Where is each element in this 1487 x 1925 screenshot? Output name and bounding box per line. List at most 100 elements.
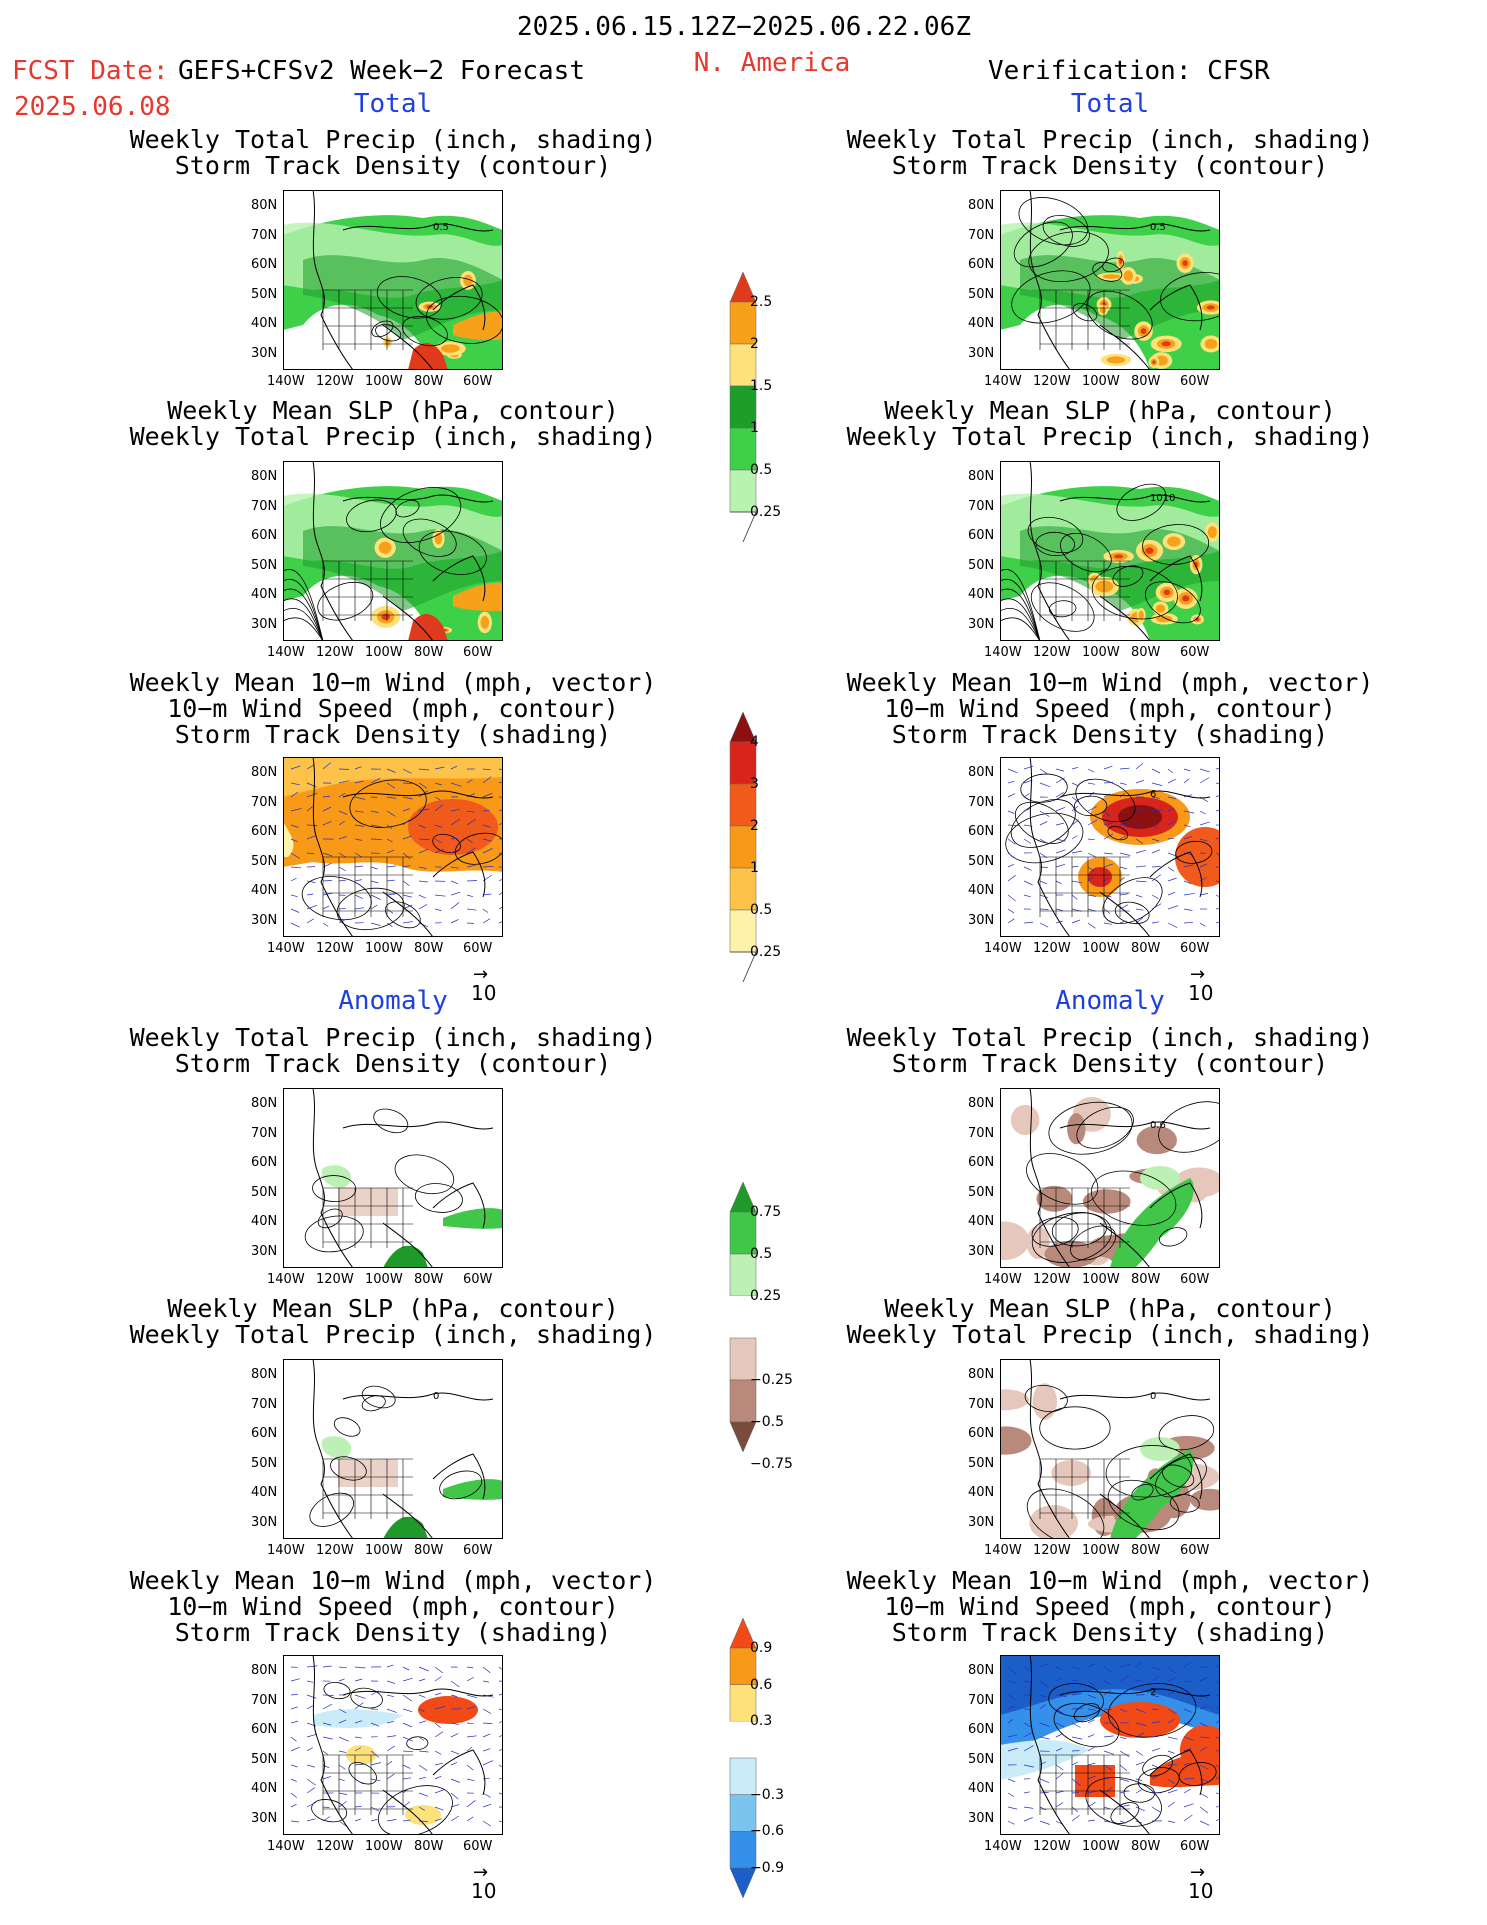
lat-tick-label: 80N	[968, 469, 995, 484]
lat-tick-label: 50N	[968, 557, 995, 573]
lon-tick-label: 140W	[267, 1839, 305, 1854]
lat-tick-label: 80N	[968, 1367, 995, 1382]
lat-tick-label: 70N	[968, 1692, 995, 1708]
lon-tick-label: 140W	[267, 374, 305, 389]
lon-tick-label: 120W	[316, 1839, 354, 1854]
lat-tick-label: 60N	[968, 824, 995, 839]
lat-tick-label: 70N	[251, 794, 278, 810]
map-vf-anom-wind: 2	[1000, 1655, 1220, 1835]
lon-tick-label: 100W	[365, 374, 403, 389]
lon-tick-label: 140W	[267, 645, 305, 660]
lon-tick-label: 60W	[463, 941, 493, 956]
lat-tick-label: 60N	[251, 824, 278, 839]
lat-tick-label: 30N	[251, 345, 278, 361]
lon-tick-label: 60W	[1180, 1543, 1210, 1558]
section-total-verification: Total	[1070, 89, 1150, 119]
lat-tick-label: 30N	[251, 616, 278, 632]
contour-label: 2	[1150, 1687, 1156, 1698]
lat-tick-label: 50N	[968, 1455, 995, 1471]
lat-tick-label: 80N	[968, 198, 995, 213]
colorbar-total_storm	[729, 712, 757, 982]
colorbar-label: 2.5	[750, 294, 773, 310]
panel-title-line: Weekly Total Precip (inch, shading)	[129, 125, 657, 154]
colorbar-label: −0.25	[750, 1372, 793, 1388]
lon-tick-label: 100W	[1082, 374, 1120, 389]
lat-tick-label: 30N	[968, 616, 995, 632]
lon-tick-label: 120W	[1033, 645, 1071, 660]
colorbar-label: −0.6	[750, 1823, 784, 1840]
contour-label: 0.5	[433, 222, 449, 233]
colorbar-label: 0.25	[750, 1288, 782, 1304]
lat-tick-label: 50N	[968, 1751, 995, 1767]
map-fc-total-wind	[283, 757, 503, 937]
lat-tick-label: 30N	[968, 912, 995, 928]
colorbar-swatch	[729, 1211, 757, 1255]
lat-tick-label: 40N	[968, 1214, 995, 1229]
panel-title-line: Weekly Total Precip (inch, shading)	[846, 125, 1374, 154]
map-vf-total-slp: 1010	[1000, 461, 1220, 641]
colorbar-anom_precip	[729, 1182, 757, 1452]
lon-tick-label: 100W	[1082, 1543, 1120, 1558]
lat-tick-label: 30N	[968, 345, 995, 361]
lat-tick-label: 30N	[968, 1243, 995, 1259]
lon-tick-label: 60W	[463, 1272, 493, 1287]
panel-title-line: Storm Track Density (shading)	[891, 720, 1329, 749]
panel-title-line: Weekly Mean SLP (hPa, contour)	[167, 396, 619, 425]
lat-tick-label: 40N	[968, 316, 995, 331]
lat-tick-label: 80N	[968, 1663, 995, 1678]
lat-tick-label: 30N	[968, 1810, 995, 1826]
lat-tick-label: 50N	[251, 1184, 278, 1200]
lat-tick-label: 60N	[251, 528, 278, 543]
colorbar-label: 0.3	[750, 1713, 773, 1730]
lat-tick-label: 80N	[968, 765, 995, 780]
lon-tick-label: 140W	[267, 941, 305, 956]
colorbar-swatch	[729, 909, 757, 953]
panel-title-line: Weekly Mean SLP (hPa, contour)	[884, 396, 1336, 425]
lat-tick-label: 80N	[251, 469, 278, 484]
colorbar-label: −0.9	[750, 1860, 784, 1876]
lon-tick-label: 120W	[316, 1272, 354, 1287]
colorbar-label: 0.5	[750, 1246, 773, 1262]
lon-tick-label: 140W	[984, 1839, 1022, 1854]
lat-tick-label: 40N	[251, 1781, 278, 1796]
fcst-date-label: FCST Date:	[12, 56, 169, 86]
colorbar-label: 1	[750, 860, 759, 876]
panel-title-line: Storm Track Density (shading)	[174, 720, 612, 749]
lon-tick-label: 60W	[1180, 374, 1210, 389]
lon-tick-label: 80W	[1131, 645, 1161, 660]
panel-title-line: Storm Track Density (shading)	[891, 1618, 1329, 1647]
contour-label: 0.6	[1150, 1120, 1166, 1131]
lat-tick-label: 70N	[968, 498, 995, 514]
panel-title-vf-anom-precip: Weekly Total Precip (inch, shading) Storm…	[847, 1025, 1374, 1077]
lat-tick-label: 60N	[968, 528, 995, 543]
lat-tick-label: 50N	[968, 1184, 995, 1200]
lon-tick-label: 140W	[984, 645, 1022, 660]
colorbar-label: 0.75	[750, 1204, 782, 1220]
lon-tick-label: 140W	[984, 1272, 1022, 1287]
lat-tick-label: 60N	[968, 1155, 995, 1170]
colorbar-swatch	[730, 1296, 756, 1338]
model-title: GEFS+CFSv2 Week−2 Forecast	[178, 56, 585, 86]
lat-tick-label: 70N	[968, 227, 995, 243]
panel-title-line: Weekly Mean 10−m Wind (mph, vector)	[129, 1566, 657, 1595]
colorbar-label: 0.5	[750, 902, 773, 918]
map-fc-anom-precip	[283, 1088, 503, 1268]
panel-title-line: 10−m Wind Speed (mph, contour)	[884, 1592, 1336, 1621]
lat-tick-label: 30N	[251, 1810, 278, 1826]
colorbar-total_precip	[729, 272, 757, 542]
lon-tick-label: 120W	[1033, 941, 1071, 956]
panel-title-line: 10−m Wind Speed (mph, contour)	[167, 694, 619, 723]
map-vf-total-precip: 0.5	[1000, 190, 1220, 370]
vector-reference-value: 10	[471, 1879, 497, 1903]
panel-title-vf-anom-wind: Weekly Mean 10−m Wind (mph, vector) 10−m …	[847, 1568, 1374, 1646]
lat-tick-label: 60N	[968, 257, 995, 272]
panel-title-line: Storm Track Density (contour)	[891, 1049, 1329, 1078]
colorbar-label: 0.5	[750, 462, 773, 478]
lon-tick-label: 60W	[1180, 1839, 1210, 1854]
lat-tick-label: 60N	[251, 1155, 278, 1170]
colorbar-label: −0.5	[750, 1414, 784, 1430]
lon-tick-label: 140W	[267, 1272, 305, 1287]
colorbar-swatch	[729, 1867, 757, 1898]
panel-title-fc-anom-precip: Weekly Total Precip (inch, shading) Storm…	[130, 1025, 657, 1077]
section-total-forecast: Total	[353, 89, 433, 119]
